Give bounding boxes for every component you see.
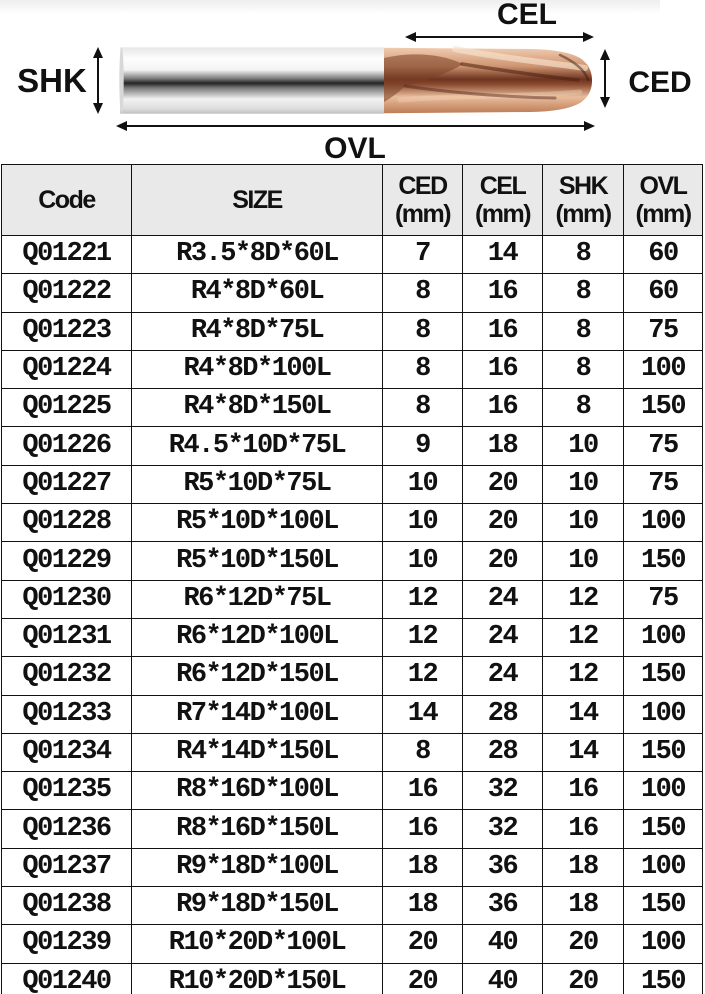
svg-text:OVL: OVL: [324, 132, 386, 164]
svg-text:SHK: SHK: [17, 62, 87, 99]
svg-text:CED: CED: [628, 66, 691, 99]
